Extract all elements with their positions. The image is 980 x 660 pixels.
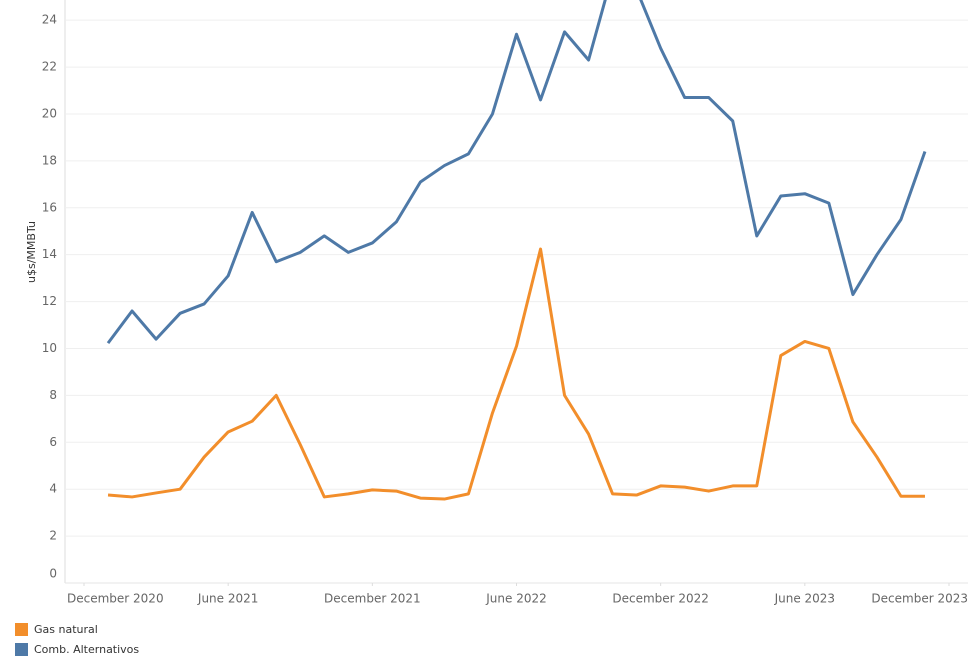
x-tick-label: December 2023 — [871, 592, 968, 606]
series-line — [106, 0, 927, 344]
y-tick-label: 0 — [49, 567, 57, 581]
y-tick-label: 14 — [42, 247, 57, 261]
y-tick-label: 12 — [42, 294, 57, 308]
y-tick-label: 24 — [42, 13, 57, 27]
y-tick-label: 20 — [42, 106, 57, 120]
x-tick-label: June 2021 — [197, 592, 259, 606]
y-tick-label: 2 — [49, 529, 57, 543]
x-tick-label: December 2021 — [324, 592, 421, 606]
y-tick-label: 18 — [42, 153, 57, 167]
x-tick-label: December 2020 — [67, 592, 164, 606]
y-tick-label: 22 — [42, 60, 57, 74]
x-tick-label: June 2023 — [774, 592, 836, 606]
legend-swatch — [15, 643, 28, 656]
y-tick-label: 6 — [49, 435, 57, 449]
x-tick-label: June 2022 — [485, 592, 547, 606]
series-line — [107, 247, 925, 501]
y-axis-title: u$s/MMBTu — [25, 221, 38, 283]
y-tick-label: 4 — [49, 482, 57, 496]
x-tick-label: December 2022 — [612, 592, 709, 606]
legend-label: Comb. Alternativos — [34, 643, 139, 656]
legend-swatch — [15, 623, 28, 636]
plot-area — [106, 0, 927, 501]
y-tick-label: 10 — [42, 341, 57, 355]
y-tick-label: 8 — [49, 388, 57, 402]
legend-label: Gas natural — [34, 623, 98, 636]
y-tick-label: 16 — [42, 200, 57, 214]
